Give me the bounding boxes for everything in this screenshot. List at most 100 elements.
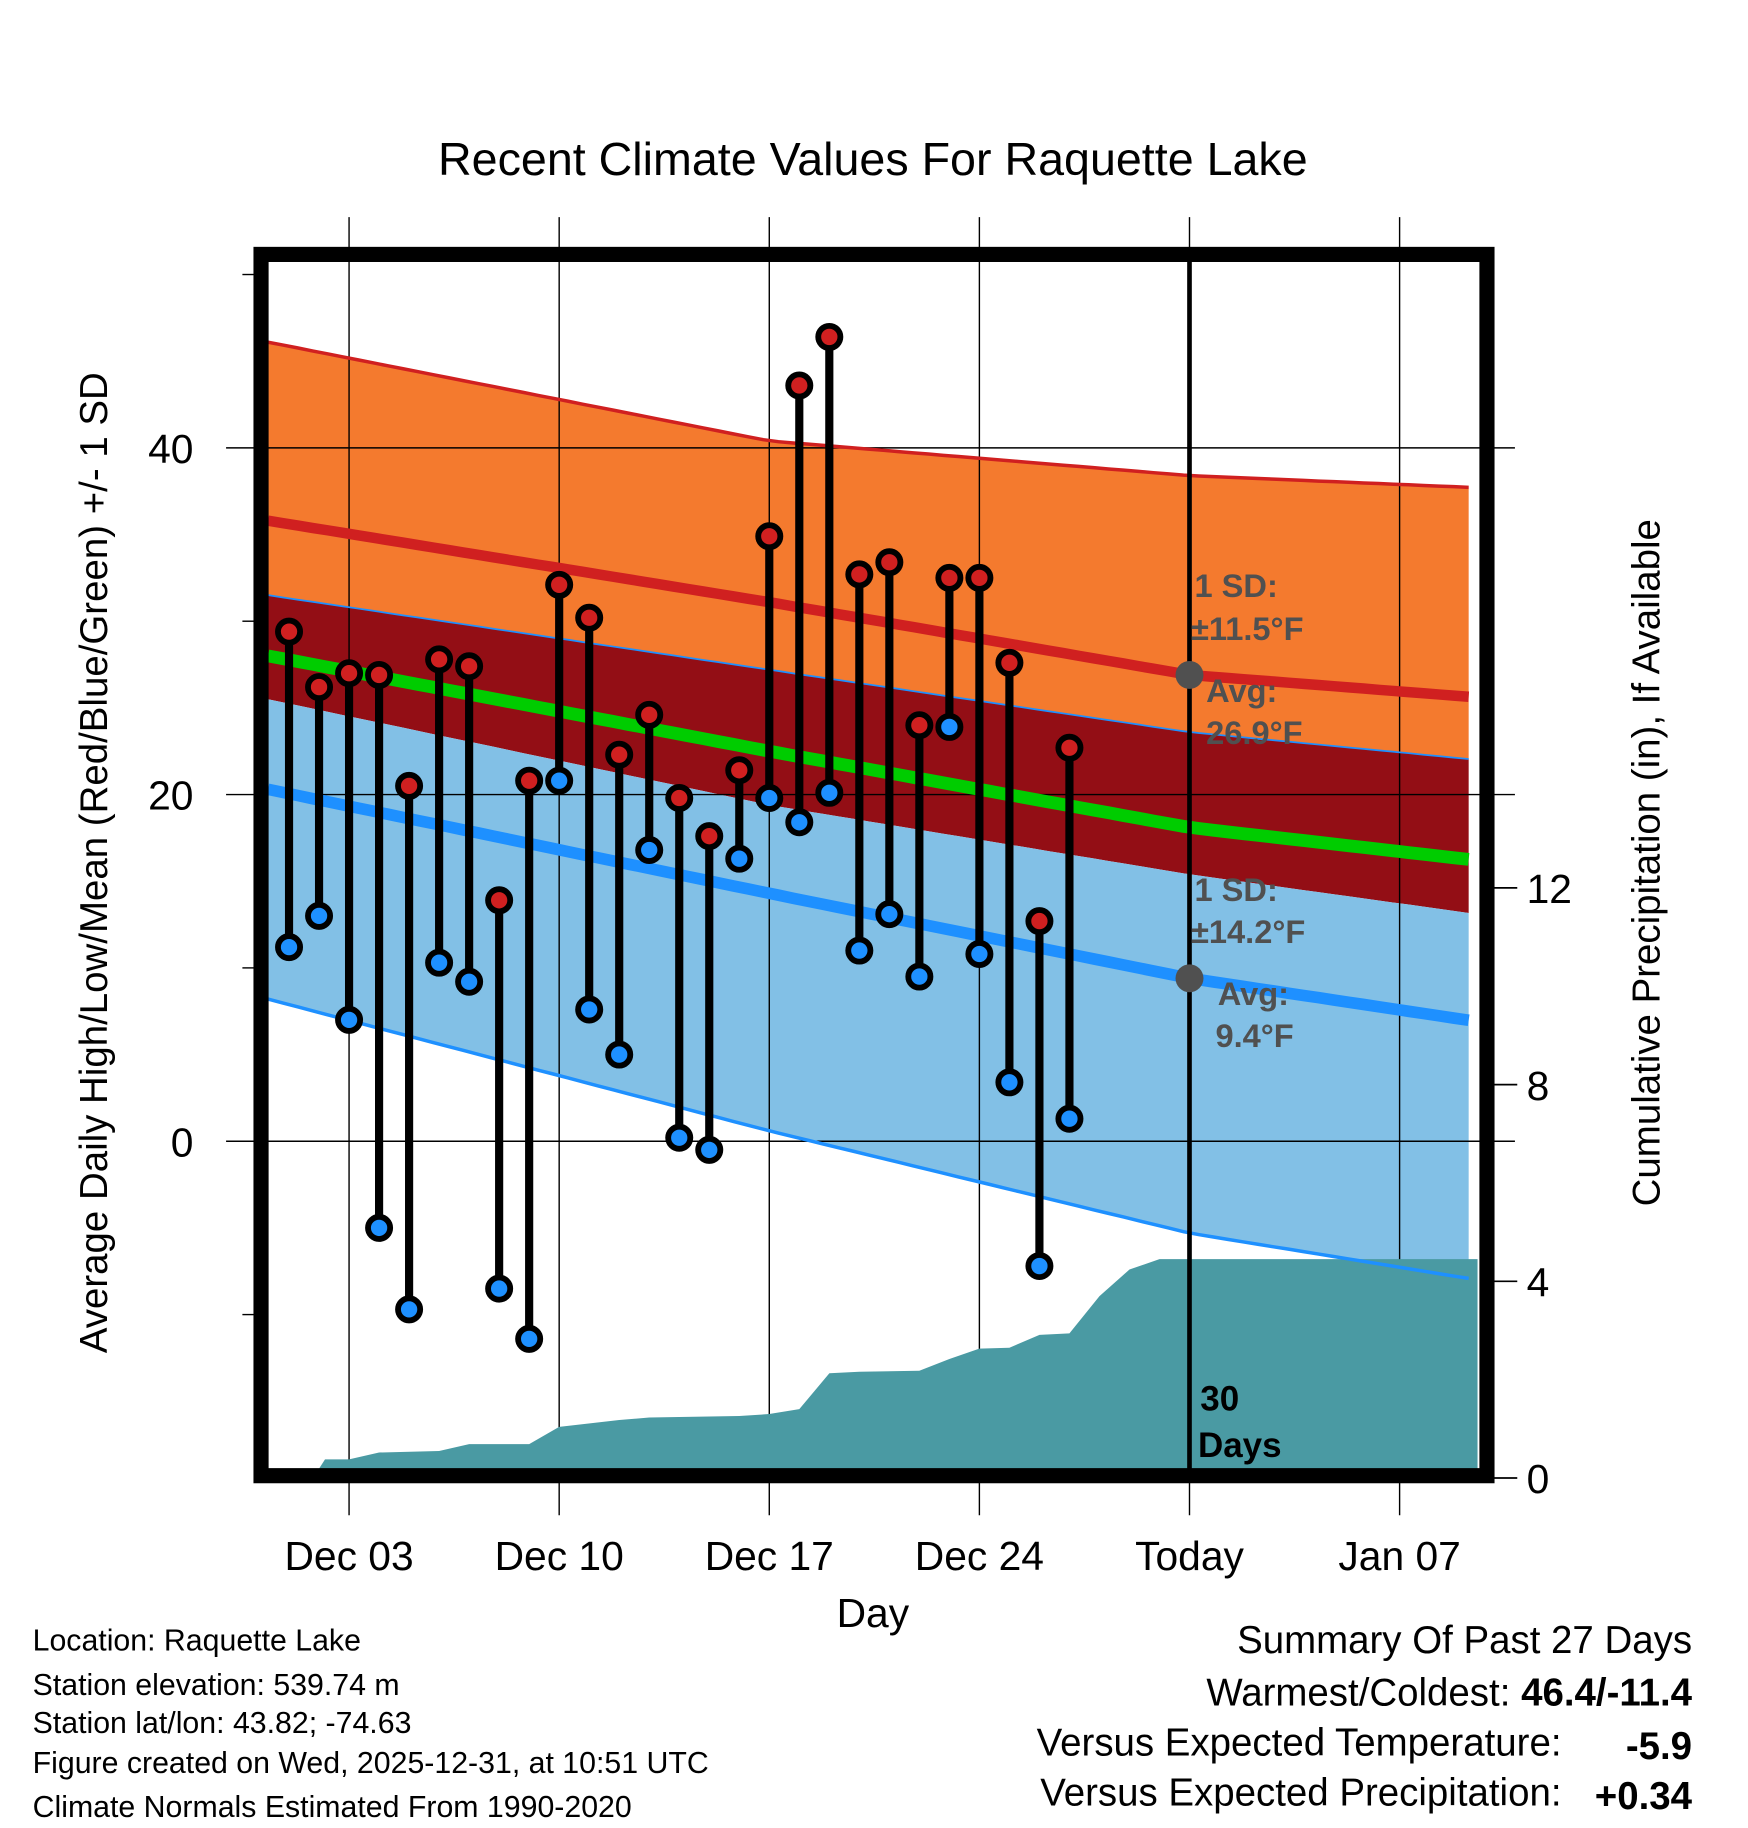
high-point [395, 771, 424, 800]
high-avg-value: 26.9°F [1206, 714, 1302, 751]
high-point [515, 766, 544, 795]
elevation-text: Station elevation: 539.74 m [33, 1669, 400, 1702]
precip-value: +0.34 [1595, 1775, 1693, 1818]
low-point [785, 808, 814, 837]
annotations: 1 SD: ±11.5°F Avg: 26.9°F 1 SD: ±14.2°F … [1191, 567, 1305, 1465]
low-point [725, 844, 754, 873]
temp-label: Versus Expected Temperature: [1037, 1721, 1562, 1764]
high-point [545, 570, 574, 599]
precip-label: Versus Expected Precipitation: [1040, 1771, 1561, 1814]
x-tick-label: Jan 07 [1338, 1533, 1460, 1579]
y2-tick-label: 4 [1527, 1259, 1550, 1305]
low-point [905, 962, 934, 991]
y2-axis-label: Cumulative Precipitation (in), If Availa… [1625, 519, 1668, 1206]
y-tick-label: 0 [171, 1119, 194, 1165]
low-point [875, 900, 904, 929]
latlon-text: Station lat/lon: 43.82; -74.63 [33, 1707, 412, 1740]
high-point [755, 522, 784, 551]
high-point [635, 700, 664, 729]
low-point [515, 1324, 544, 1353]
high-mean-line [268, 515, 1470, 703]
summary: Summary Of Past 27 Days Warmest/Coldest:… [1037, 1619, 1693, 1818]
low-point [575, 995, 604, 1024]
low-point [1055, 1104, 1084, 1133]
x-tick-label: Dec 10 [495, 1533, 624, 1579]
low-point [635, 836, 664, 865]
high-point [995, 648, 1024, 677]
created-text: Figure created on Wed, 2025-12-31, at 10… [33, 1747, 709, 1780]
x-tick-label: Dec 03 [284, 1533, 413, 1579]
high-point [365, 660, 394, 689]
low-sd-label: 1 SD: [1194, 871, 1277, 908]
low-plus-sd-line [268, 594, 1469, 760]
high-point [845, 560, 874, 589]
summary-title: Summary Of Past 27 Days [1237, 1619, 1692, 1662]
low-point [965, 940, 994, 969]
station-info: Location: Raquette Lake Station elevatio… [33, 1624, 709, 1824]
high-point [425, 645, 454, 674]
high-plus-sd-line [268, 340, 1469, 490]
high-point [455, 652, 484, 681]
high-point [335, 659, 364, 688]
low-point [275, 933, 304, 962]
high-point [875, 548, 904, 577]
low-minus-sd-line [268, 997, 1469, 1281]
high-point [485, 886, 514, 915]
low-point [395, 1295, 424, 1324]
high-point [725, 756, 754, 785]
temp-value: -5.9 [1626, 1725, 1692, 1768]
high-sd-band [268, 342, 1469, 760]
low-point [665, 1123, 694, 1152]
days-label: Days [1198, 1426, 1282, 1465]
low-point [755, 784, 784, 813]
low-point [1025, 1252, 1054, 1281]
low-point [455, 967, 484, 996]
high-point [815, 322, 844, 351]
warmest-coldest: Warmest/Coldest: 46.4/-11.4 [1206, 1671, 1692, 1714]
x-tick-label: Dec 24 [915, 1533, 1044, 1579]
high-point [605, 740, 634, 769]
high-avg-label: Avg: [1206, 672, 1277, 709]
precip-area [319, 1259, 1478, 1469]
high-point [275, 617, 304, 646]
high-point [905, 711, 934, 740]
high-point [1025, 907, 1054, 936]
y-tick-label: 20 [148, 773, 193, 819]
y2-tick-label: 12 [1527, 866, 1572, 912]
y-tick-label: 40 [148, 426, 193, 472]
low-sd-band [268, 699, 1469, 1279]
low-point [335, 1005, 364, 1034]
high-point [665, 784, 694, 813]
daily-markers [275, 322, 1084, 1353]
days-count: 30 [1200, 1379, 1239, 1418]
x-axis-label: Day [837, 1590, 910, 1636]
low-point [305, 901, 334, 930]
high-point [935, 563, 964, 592]
y2-tick-label: 0 [1527, 1456, 1550, 1502]
location-text: Location: Raquette Lake [33, 1624, 361, 1657]
warmest-coldest-value: 46.4/-11.4 [1521, 1671, 1693, 1714]
low-sd-value: ±14.2°F [1191, 913, 1305, 950]
overlap-band [268, 595, 1469, 913]
high-avg-today-marker [1175, 660, 1204, 689]
low-point [995, 1068, 1024, 1097]
high-point [1055, 733, 1084, 762]
low-avg-value: 9.4°F [1215, 1017, 1293, 1054]
low-point [815, 778, 844, 807]
high-point [575, 603, 604, 632]
low-point [545, 766, 574, 795]
normals-text: Climate Normals Estimated From 1990-2020 [33, 1791, 632, 1824]
normal-bands [268, 342, 1469, 1279]
precipitation-area [319, 1259, 1478, 1469]
x-tick-label: Today [1135, 1533, 1244, 1579]
high-point [785, 371, 814, 400]
low-point [485, 1274, 514, 1303]
high-sd-value: ±11.5°F [1191, 610, 1304, 647]
low-point [845, 936, 874, 965]
low-point [605, 1040, 634, 1069]
low-point [425, 948, 454, 977]
x-tick-label: Dec 17 [705, 1533, 834, 1579]
low-point [695, 1135, 724, 1164]
plot-frame [253, 246, 1495, 1484]
